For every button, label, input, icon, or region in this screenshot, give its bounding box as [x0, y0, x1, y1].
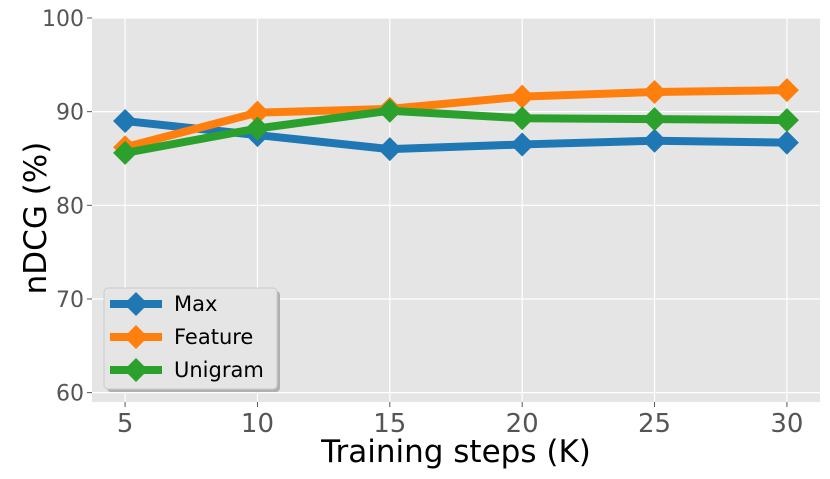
x-tick-label: 5 [117, 409, 134, 439]
x-tick-label: 15 [373, 409, 406, 439]
data-point-unigram [642, 107, 667, 132]
legend-label-feature: Feature [174, 325, 253, 349]
y-tick-label: 90 [56, 101, 84, 126]
legend-entries: Max Feature Unigram [110, 292, 264, 382]
x-tick-label: 30 [770, 409, 803, 439]
legend: Max Feature Unigram [103, 287, 280, 392]
legend-label-unigram: Unigram [174, 358, 264, 382]
data-point-max [774, 130, 799, 155]
data-point-max [113, 109, 138, 134]
y-axis-title: nDCG (%) [18, 142, 54, 295]
y-tick-label: 80 [56, 194, 84, 219]
data-point-feature [510, 84, 535, 109]
series-line-feature [124, 86, 787, 152]
data-point-max [377, 137, 402, 162]
data-point-max [642, 128, 667, 153]
y-tick-label: 70 [56, 288, 84, 313]
data-point-unigram [245, 116, 270, 141]
data-point-feature [245, 100, 270, 125]
y-tick-label: 60 [56, 382, 84, 407]
x-axis-title: Training steps (K) [320, 434, 591, 470]
x-tick-label: 20 [506, 409, 539, 439]
data-point-max [510, 132, 535, 157]
x-tick-label: 10 [241, 409, 274, 439]
data-point-feature [774, 78, 799, 103]
data-point-unigram [377, 98, 402, 123]
series-line-unigram [124, 106, 787, 157]
data-point-unigram [774, 108, 799, 133]
data-point-unigram [510, 106, 535, 131]
y-tick-label: 100 [42, 7, 84, 32]
legend-marker-feature [124, 325, 148, 349]
legend-box [103, 287, 278, 390]
x-tick-label: 25 [638, 409, 671, 439]
data-point-unigram [113, 140, 138, 165]
axes: 5 10 15 20 25 30 60 70 80 90 100 [42, 7, 803, 439]
series-layer [113, 78, 799, 165]
legend-marker-max [124, 292, 148, 316]
legend-label-max: Max [174, 292, 217, 316]
legend-marker-unigram [124, 358, 148, 382]
data-point-feature [642, 79, 667, 104]
